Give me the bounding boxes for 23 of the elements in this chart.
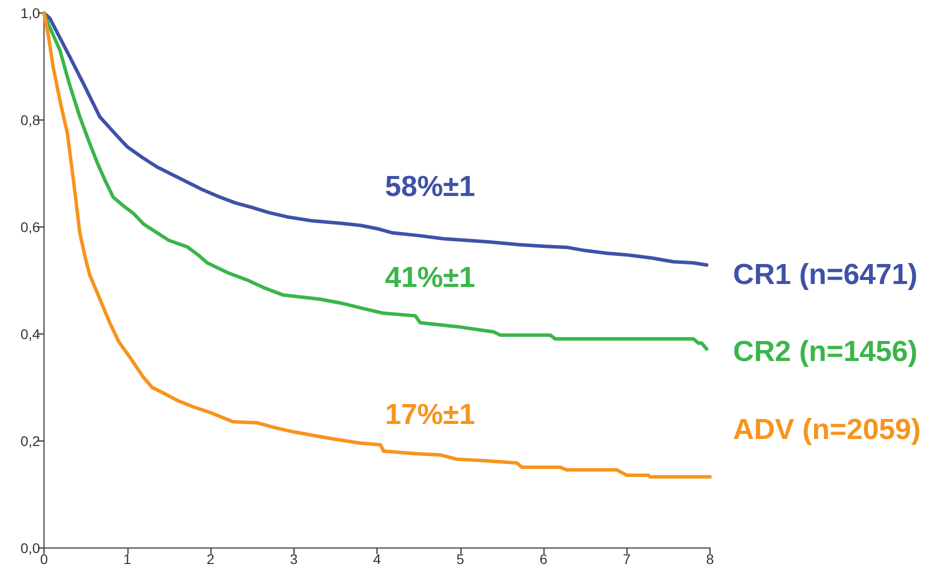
x-tick-label: 3 xyxy=(290,551,298,567)
y-tick-label: 1,0 xyxy=(20,5,40,21)
y-tick-label: 0,2 xyxy=(20,433,40,449)
x-tick-label: 2 xyxy=(206,551,215,567)
x-tick-label: 4 xyxy=(373,551,382,567)
series-label: CR1 (n=6471) xyxy=(733,259,918,291)
x-tick-label: 5 xyxy=(456,551,464,567)
annotation: 41%±1 xyxy=(385,262,476,294)
y-tick-label: 0,0 xyxy=(20,540,40,556)
y-tick-label: 0,4 xyxy=(20,326,40,342)
x-tick-label: 1 xyxy=(123,551,132,567)
line-series xyxy=(42,11,708,351)
x-tick-label: 0 xyxy=(40,551,48,567)
series-label: CR2 (n=1456) xyxy=(733,336,918,368)
x-tick-label: 7 xyxy=(622,551,631,567)
y-tick-label: 0,8 xyxy=(20,112,40,128)
annotation: 17%±1 xyxy=(385,399,476,431)
y-tick-label: 0,6 xyxy=(20,219,40,235)
x-tick-label: 8 xyxy=(706,551,714,567)
x-tick-label: 6 xyxy=(540,551,548,567)
annotation: 58%±1 xyxy=(385,171,476,203)
line-series xyxy=(42,11,712,479)
series-label: ADV (n=2059) xyxy=(733,414,921,446)
